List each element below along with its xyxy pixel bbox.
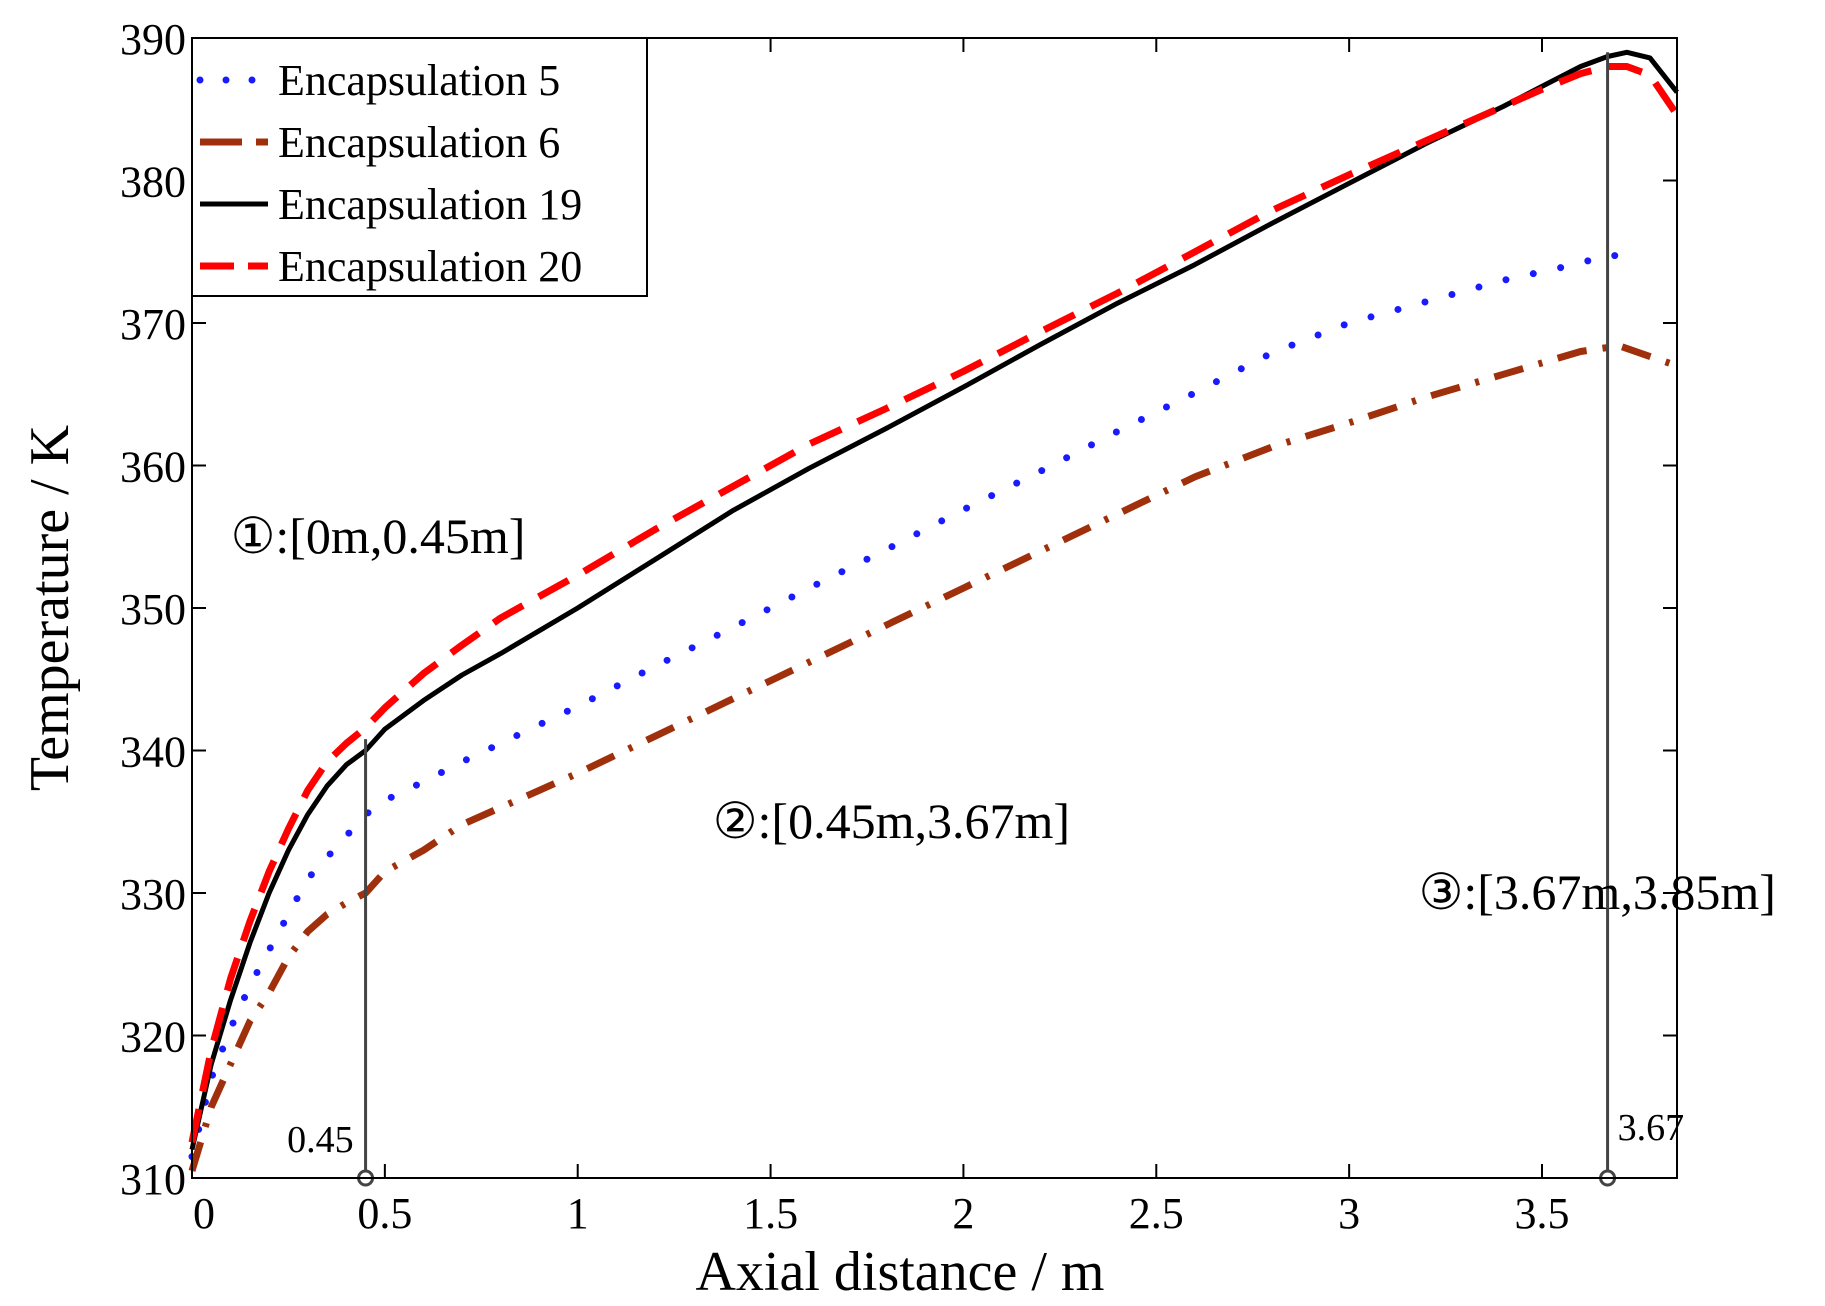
y-tick-label: 370: [120, 300, 186, 349]
annotation-layer: ①:[0m,0.45m] ②:[0.45m,3.67m] ③:[3.67m,3.85…: [231, 508, 1776, 920]
x-axis-title: Axial distance / m: [695, 1241, 1104, 1303]
series-line-4: [188, 63, 1680, 1144]
legend-label: Encapsulation 19: [278, 180, 582, 229]
region-annotation: ②:[0.45m,3.67m]: [713, 793, 1070, 849]
y-axis-title: Temperature / K: [19, 425, 81, 791]
y-tick-label: 340: [120, 728, 186, 777]
x-tick-label: 2: [952, 1189, 974, 1238]
legend: Encapsulation 5 Encapsulation 6 Encapsulat…: [191, 37, 648, 297]
tick-layer: [191, 37, 1677, 1179]
x-tick-label: 3: [1338, 1189, 1360, 1238]
y-tick-label: 390: [120, 15, 186, 64]
plot-frame: [191, 37, 1678, 1179]
legend-label: Encapsulation 20: [278, 242, 582, 291]
y-tick-label: 330: [120, 870, 186, 919]
region-annotation: ①:[0m,0.45m]: [231, 508, 526, 564]
vertical-marker-label: 3.67: [1618, 1107, 1685, 1149]
legend-label: Encapsulation 5: [278, 56, 560, 105]
x-tick-label: 3.5: [1515, 1189, 1570, 1238]
y-tick-label: 310: [120, 1155, 186, 1204]
series-layer: [188, 49, 1680, 1172]
vertical-marker-label: 0.45: [287, 1119, 354, 1161]
y-tick-label: 320: [120, 1013, 186, 1062]
region-annotation: ③:[3.67m,3.85m]: [1419, 864, 1776, 920]
y-tick-label: 360: [120, 443, 186, 492]
x-tick-label: 2.5: [1129, 1189, 1184, 1238]
y-tick-label: 350: [120, 585, 186, 634]
tick-label-layer: 0 0.5 1 1.5 2 2.5 3 3.5 310 320 330 340 350 360 370 380…: [120, 15, 1570, 1238]
legend-label: Encapsulation 6: [278, 118, 560, 167]
x-tick-label: 1: [567, 1189, 589, 1238]
legend-box: [191, 37, 648, 297]
x-tick-label: 0: [193, 1189, 215, 1238]
x-tick-label: 1.5: [743, 1189, 798, 1238]
x-tick-label: 0.5: [357, 1189, 412, 1238]
y-tick-label: 380: [120, 158, 186, 207]
